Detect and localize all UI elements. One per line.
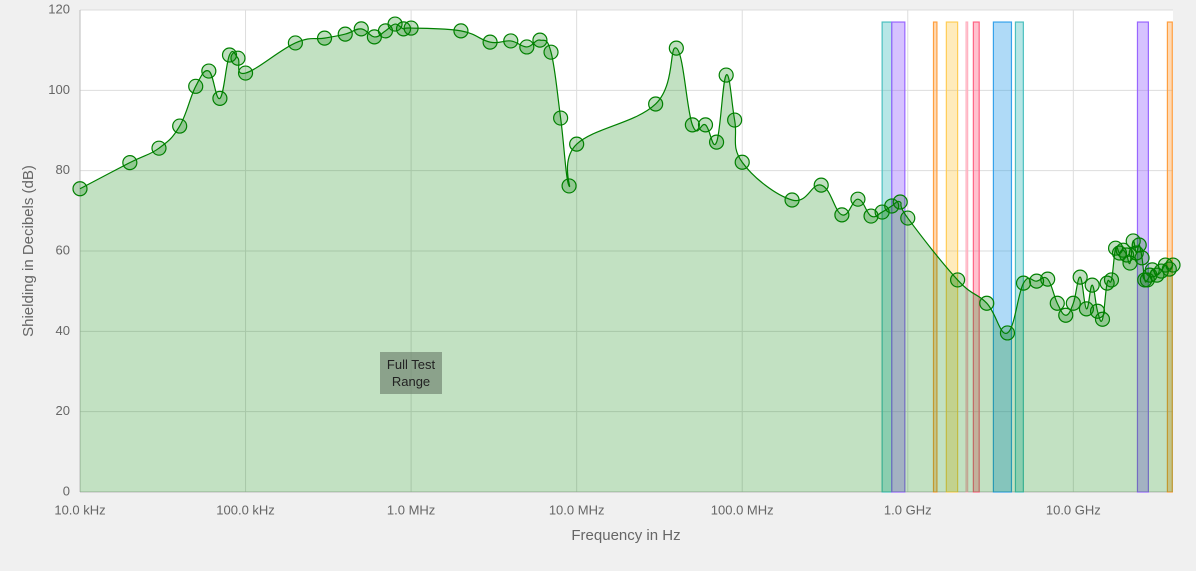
data-point <box>708 134 725 150</box>
data-point <box>734 154 750 170</box>
data-point <box>561 178 577 194</box>
data-point <box>999 325 1016 341</box>
data-point <box>1049 295 1065 311</box>
y-tick-label: 120 <box>48 1 70 16</box>
x-tick-label: 1.0 MHz <box>387 502 435 517</box>
y-axis-title: Shielding in Decibels (dB) <box>20 165 37 337</box>
y-tick-label: 100 <box>48 82 70 97</box>
annotation-box: Full Test Range <box>380 352 442 394</box>
series <box>72 16 1181 492</box>
data-point <box>1040 271 1056 287</box>
data-point <box>72 181 88 197</box>
data-point <box>813 177 829 193</box>
data-point <box>316 30 333 46</box>
data-point <box>172 118 188 134</box>
data-point <box>1165 257 1181 273</box>
y-tick-label: 20 <box>56 403 70 418</box>
x-tick-label: 10.0 kHz <box>54 502 105 517</box>
series-line <box>79 23 1174 334</box>
data-point <box>122 155 138 171</box>
x-axis-title: Frequency in Hz <box>571 527 680 544</box>
data-point <box>1072 269 1088 285</box>
data-point <box>1065 295 1081 311</box>
data-point <box>453 23 469 39</box>
data-point <box>697 117 714 133</box>
frequency-band <box>932 21 938 493</box>
data-point <box>212 90 228 106</box>
data-point <box>519 39 535 55</box>
data-point <box>850 191 866 207</box>
y-tick-label: 60 <box>56 242 70 257</box>
data-point <box>979 295 995 311</box>
data-point <box>718 67 734 83</box>
data-point <box>237 65 254 81</box>
data-point <box>1084 277 1100 293</box>
x-tick-label: 10.0 GHz <box>1046 502 1101 517</box>
data-point <box>1058 307 1074 323</box>
data-point <box>950 272 966 288</box>
data-point <box>188 78 204 94</box>
y-tick-label: 0 <box>63 483 70 498</box>
frequency-band <box>891 21 906 493</box>
data-point <box>727 112 743 128</box>
annotation: Full Test Range <box>380 352 442 394</box>
data-point <box>553 110 569 126</box>
y-tick-label: 80 <box>56 162 70 177</box>
data-point <box>482 34 498 50</box>
data-point <box>1119 247 1135 263</box>
data-point <box>900 210 916 226</box>
data-point <box>337 26 353 42</box>
data-point <box>543 44 559 60</box>
data-point <box>387 16 403 32</box>
data-point <box>892 194 908 210</box>
data-point <box>287 35 303 51</box>
frequency-band <box>1136 21 1149 493</box>
data-point <box>569 136 585 152</box>
data-point <box>784 192 800 208</box>
data-point <box>668 40 684 56</box>
x-tick-label: 10.0 MHz <box>549 502 605 517</box>
data-point <box>648 96 664 112</box>
x-tick-label: 100.0 kHz <box>216 502 275 517</box>
data-point <box>230 50 246 66</box>
data-point <box>1015 275 1032 291</box>
frequency-band <box>945 21 959 493</box>
data-point <box>221 47 238 63</box>
frequency-band <box>992 21 1013 493</box>
data-point <box>684 117 700 133</box>
data-point <box>532 32 548 48</box>
data-point <box>1094 311 1111 327</box>
bands <box>881 21 1173 493</box>
data-point <box>863 208 879 224</box>
frequency-band <box>1014 21 1024 493</box>
data-point <box>503 33 519 49</box>
data-point <box>403 20 419 36</box>
frequency-band <box>972 21 980 493</box>
frequency-band <box>965 21 969 493</box>
data-point <box>1089 303 1106 319</box>
data-point <box>353 21 369 37</box>
x-tick-label: 1.0 GHz <box>884 502 932 517</box>
data-point <box>834 207 850 223</box>
data-point <box>1134 250 1150 266</box>
y-tick-label: 40 <box>56 323 70 338</box>
data-point <box>151 140 167 156</box>
data-point <box>1103 272 1120 288</box>
data-point <box>1078 301 1095 317</box>
data-point <box>1131 237 1147 253</box>
data-point <box>395 21 412 37</box>
data-point <box>1028 273 1045 289</box>
data-point <box>884 198 900 214</box>
x-tick-label: 100.0 MHz <box>711 502 774 517</box>
data-point <box>201 63 217 79</box>
grid: 0 20 40 60 80 100 120 10.0 kHz 100.0 kHz 1.0 MHz 1… <box>48 1 1173 517</box>
frequency-band <box>1166 21 1173 493</box>
area-fill <box>80 24 1173 492</box>
